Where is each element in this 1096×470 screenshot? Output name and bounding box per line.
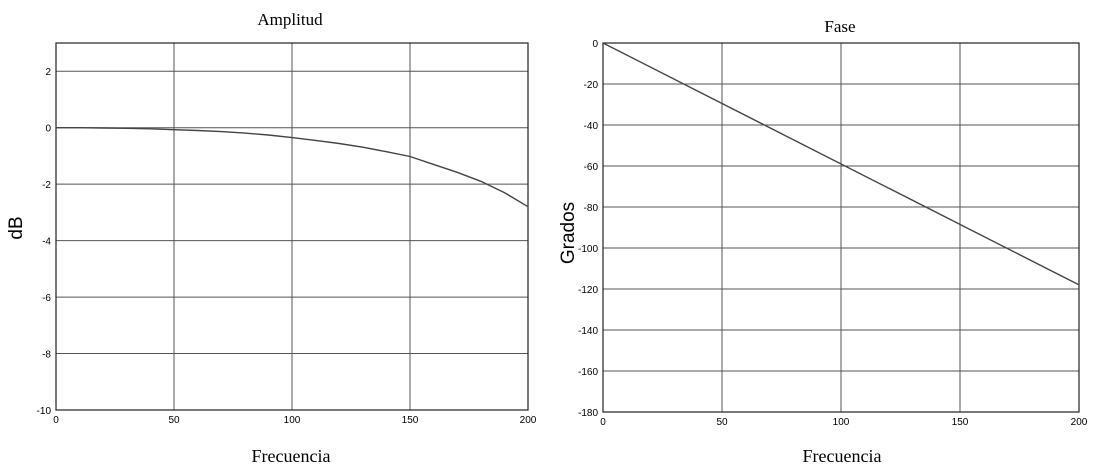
phase-x-ticks: 0 50 100 150 200 <box>600 417 1088 428</box>
amplitude-chart-title: Amplitud <box>257 10 323 29</box>
amplitude-y-tick-label: -8 <box>42 350 51 361</box>
phase-series-line <box>602 42 1080 286</box>
amplitude-y-tick-label: 0 <box>45 124 51 135</box>
phase-y-tick-label: -140 <box>578 326 598 337</box>
phase-y-axis-label: Grados <box>558 202 579 264</box>
amplitude-x-tick-label: 100 <box>284 415 301 426</box>
phase-chart-title: Fase <box>824 17 855 36</box>
phase-x-tick-label: 200 <box>1071 417 1088 428</box>
phase-y-tick-label: -100 <box>578 244 598 255</box>
phase-plot-frame <box>602 42 1080 413</box>
phase-x-tick-label: 100 <box>833 417 850 428</box>
phase-x-tick-label: 0 <box>600 417 606 428</box>
amplitude-x-ticks: 0 50 100 150 200 <box>53 415 537 426</box>
phase-y-tick-label: -20 <box>584 80 599 91</box>
amplitude-y-tick-label: -6 <box>42 293 51 304</box>
amplitude-y-axis-label: dB <box>6 216 27 239</box>
amplitude-x-tick-label: 0 <box>53 415 59 426</box>
phase-y-tick-label: -60 <box>584 162 599 173</box>
phase-y-tick-label: -80 <box>584 203 599 214</box>
amplitude-x-axis-label: Frecuencia <box>252 446 331 466</box>
amplitude-x-tick-label: 50 <box>168 415 180 426</box>
amplitude-y-tick-label: -10 <box>37 406 52 417</box>
phase-y-tick-label: -40 <box>584 121 599 132</box>
phase-grid <box>603 43 1079 412</box>
phase-y-tick-label: -160 <box>578 367 598 378</box>
amplitude-x-tick-label: 200 <box>520 415 537 426</box>
phase-y-tick-label: 0 <box>592 39 598 50</box>
phase-y-tick-label: -120 <box>578 285 598 296</box>
phase-y-ticks: 0 -20 -40 -60 -80 -100 -120 -140 -160 -180 <box>578 39 598 419</box>
amplitude-plot-frame <box>55 42 529 411</box>
phase-x-tick-label: 50 <box>716 417 728 428</box>
amplitude-y-tick-label: 2 <box>45 67 51 78</box>
phase-x-axis-label: Frecuencia <box>803 446 882 466</box>
amplitude-chart: Amplitud 0 50 100 150 200 2 0 -2 -4 -6 -8 -10 Frec… <box>6 10 537 466</box>
amplitude-x-tick-label: 150 <box>402 415 419 426</box>
amplitude-y-tick-label: -2 <box>42 180 51 191</box>
amplitude-series-line <box>56 127 529 208</box>
amplitude-y-tick-label: -4 <box>42 237 51 248</box>
amplitude-grid <box>56 43 528 410</box>
phase-y-tick-label: -180 <box>578 408 598 419</box>
phase-x-tick-label: 150 <box>952 417 969 428</box>
amplitude-y-ticks: 2 0 -2 -4 -6 -8 -10 <box>37 67 52 417</box>
phase-chart: Fase 0 50 100 150 200 0 -20 -40 -60 -80 -100 -120 -… <box>558 17 1088 466</box>
